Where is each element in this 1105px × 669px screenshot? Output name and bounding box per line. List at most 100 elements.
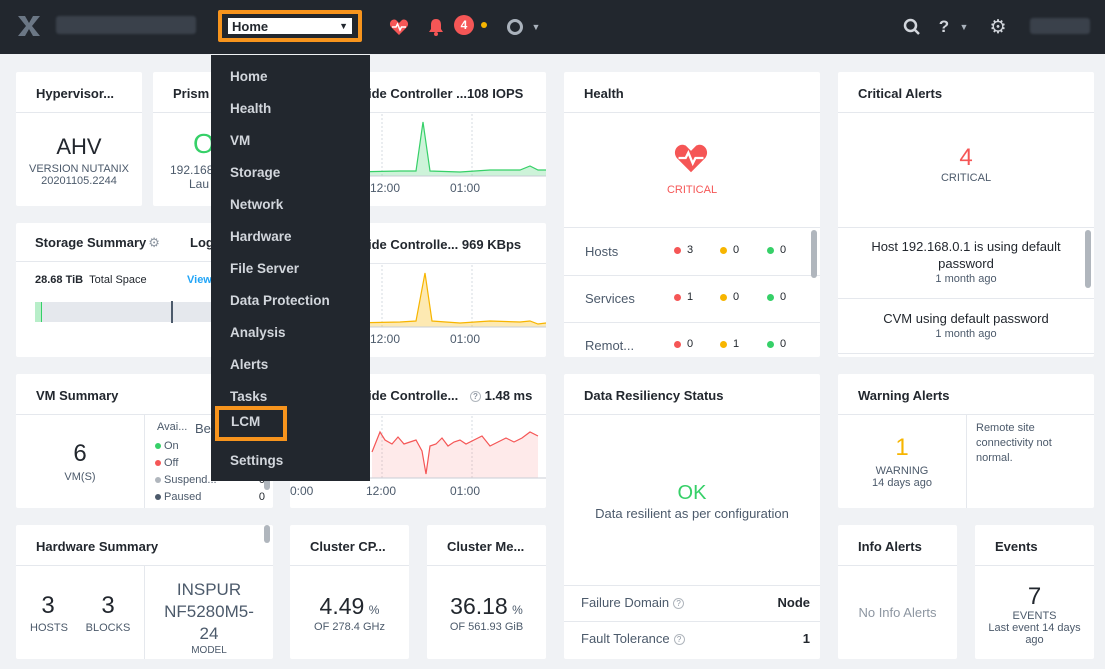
- storage-log-tab[interactable]: Log: [190, 235, 214, 250]
- menu-item-network[interactable]: Network: [230, 197, 284, 212]
- cpu-value: 4.49: [319, 593, 365, 619]
- cluster-name[interactable]: [56, 16, 196, 34]
- warning-alerts-widget: Warning Alerts 1 WARNING 14 days ago Rem…: [838, 374, 1094, 508]
- info-title: Info Alerts: [858, 539, 922, 554]
- vm-state-row[interactable]: On: [155, 440, 265, 452]
- cluster-cpu-widget: Cluster CP... 4.49 % OF 278.4 GHz: [290, 525, 409, 659]
- storage-total-value: 28.68 TiB: [35, 274, 84, 286]
- health-warning-count: 0: [720, 291, 739, 303]
- menu-item-lcm-highlight[interactable]: LCM: [215, 406, 287, 441]
- vm-state-row[interactable]: Off: [155, 457, 265, 469]
- bell-icon[interactable]: [426, 16, 446, 38]
- menu-item-hardware[interactable]: Hardware: [230, 229, 292, 244]
- chart-area: [372, 432, 538, 478]
- data-resiliency-widget: Data Resiliency Status OK Data resilient…: [564, 374, 820, 659]
- health-widget: Health CRITICAL Hosts 3 0 0 Services 1 0 0 Remot…: [564, 72, 820, 357]
- help-chevron-down-icon[interactable]: ▼: [959, 22, 969, 32]
- health-critical-count: 0: [674, 338, 693, 350]
- vm-state-label: Off: [164, 457, 179, 469]
- warning-time: 14 days ago: [872, 477, 932, 489]
- menu-item-storage[interactable]: Storage: [230, 165, 281, 180]
- hardware-scrollbar[interactable]: [264, 525, 270, 543]
- health-heart-icon[interactable]: [388, 16, 410, 38]
- health-good-count: 0: [767, 244, 786, 256]
- hardware-model-line1: INSPUR: [176, 580, 242, 599]
- critical-alert-item[interactable]: Host 192.168.0.1 is using default passwo…: [858, 238, 1074, 285]
- nutanix-logo-icon[interactable]: [16, 14, 42, 38]
- health-good-count: 0: [767, 338, 786, 350]
- critical-dot: [674, 340, 681, 348]
- health-row[interactable]: Services 1 0 0: [564, 275, 820, 321]
- vm-state-row[interactable]: Paused 0: [155, 491, 265, 503]
- hardware-hosts-label: HOSTS: [30, 622, 68, 634]
- menu-item-vm[interactable]: VM: [230, 133, 251, 148]
- search-icon[interactable]: [902, 16, 922, 38]
- chart-series-line[interactable]: [371, 430, 539, 475]
- menu-item-data-protection[interactable]: Data Protection: [230, 293, 330, 308]
- resiliency-status: OK: [677, 482, 707, 504]
- storage-total-label: Total Space: [89, 274, 147, 286]
- health-heart-status-icon: [673, 142, 709, 179]
- top-bar: Home ▼ 4 ▼ ? ▼ ⚙: [0, 0, 1105, 54]
- tasks-chevron-down-icon[interactable]: ▼: [531, 22, 541, 32]
- storage-settings-gear-icon[interactable]: ⚙: [148, 235, 160, 250]
- health-critical-count: 3: [674, 244, 693, 256]
- user-menu[interactable]: [1030, 18, 1090, 34]
- menu-item-settings[interactable]: Settings: [230, 453, 284, 468]
- warning-dot: [720, 246, 727, 254]
- critical-alert-item[interactable]: CVM using default password 1 month ago: [858, 310, 1074, 340]
- alert-count-badge[interactable]: 4: [454, 15, 474, 35]
- events-count: 7: [1027, 583, 1042, 610]
- vm-availability-title: Avai...: [157, 421, 188, 433]
- health-good-value: 0: [780, 244, 787, 256]
- health-critical-count: 1: [674, 291, 693, 303]
- health-critical-value: 3: [687, 244, 694, 256]
- health-row[interactable]: Remot... 0 1 0: [564, 322, 820, 357]
- chart-area: [290, 122, 546, 176]
- failure-domain-help-icon[interactable]: ?: [673, 598, 685, 610]
- critical-count-label: CRITICAL: [940, 172, 992, 184]
- critical-alert-time: 1 month ago: [935, 328, 997, 340]
- prism-status-glyph: O: [193, 128, 215, 159]
- mem-sub: OF 561.93 GiB: [449, 621, 524, 633]
- hypervisor-version-line2: 20201105.2244: [41, 175, 117, 187]
- menu-item-tasks[interactable]: Tasks: [230, 389, 268, 404]
- main-nav-menu-list: Home Health VM Storage Network Hardware File S…: [211, 61, 370, 477]
- health-row[interactable]: Hosts 3 0 0: [564, 228, 820, 274]
- info-alerts-widget: Info Alerts No Info Alerts: [838, 525, 957, 659]
- menu-item-analysis[interactable]: Analysis: [230, 325, 286, 340]
- warning-detail[interactable]: Remote site connectivity not normal.: [976, 422, 1052, 464]
- menu-item-file-server[interactable]: File Server: [230, 261, 300, 276]
- resiliency-title: Data Resiliency Status: [584, 388, 724, 403]
- mem-unit: %: [512, 603, 523, 617]
- gear-icon[interactable]: ⚙: [989, 16, 1007, 38]
- bandwidth-title: ide Controlle... 969 KBps: [368, 237, 522, 252]
- events-title: Events: [995, 539, 1038, 554]
- main-nav-select[interactable]: Home ▼: [218, 10, 362, 42]
- health-scrollbar[interactable]: [811, 230, 817, 278]
- health-row-label: Services: [585, 291, 635, 306]
- latency-help-icon[interactable]: ?: [470, 391, 481, 403]
- critical-scrollbar[interactable]: [1085, 230, 1091, 288]
- fault-tolerance-value: 1: [802, 631, 810, 646]
- health-critical-value: 0: [687, 338, 694, 350]
- menu-item-alerts[interactable]: Alerts: [230, 357, 269, 372]
- good-dot: [767, 246, 774, 254]
- hardware-blocks-label: BLOCKS: [85, 622, 131, 634]
- chart-series-line[interactable]: [290, 272, 546, 325]
- warning-title: Warning Alerts: [858, 388, 950, 403]
- help-icon[interactable]: ?: [938, 17, 950, 36]
- latency-value: 1.48 ms: [484, 388, 533, 403]
- critical-alerts-widget: Critical Alerts 4 CRITICAL Host 192.168.…: [838, 72, 1094, 357]
- fault-tolerance-help-icon[interactable]: ?: [673, 634, 685, 646]
- storage-view-link[interactable]: View: [187, 274, 212, 286]
- hardware-blocks-count: 3: [101, 592, 115, 619]
- menu-item-health[interactable]: Health: [230, 101, 272, 116]
- iops-title: ide Controller ...108 IOPS: [368, 86, 524, 101]
- tasks-circle-icon[interactable]: [505, 16, 525, 38]
- menu-item-home[interactable]: Home: [230, 69, 268, 84]
- chart-series-line[interactable]: [290, 121, 546, 173]
- prism-ip: 192.168: [170, 163, 214, 177]
- events-widget: Events 7 EVENTS Last event 14 days ago: [975, 525, 1094, 659]
- prism-launch[interactable]: Lau: [189, 177, 210, 191]
